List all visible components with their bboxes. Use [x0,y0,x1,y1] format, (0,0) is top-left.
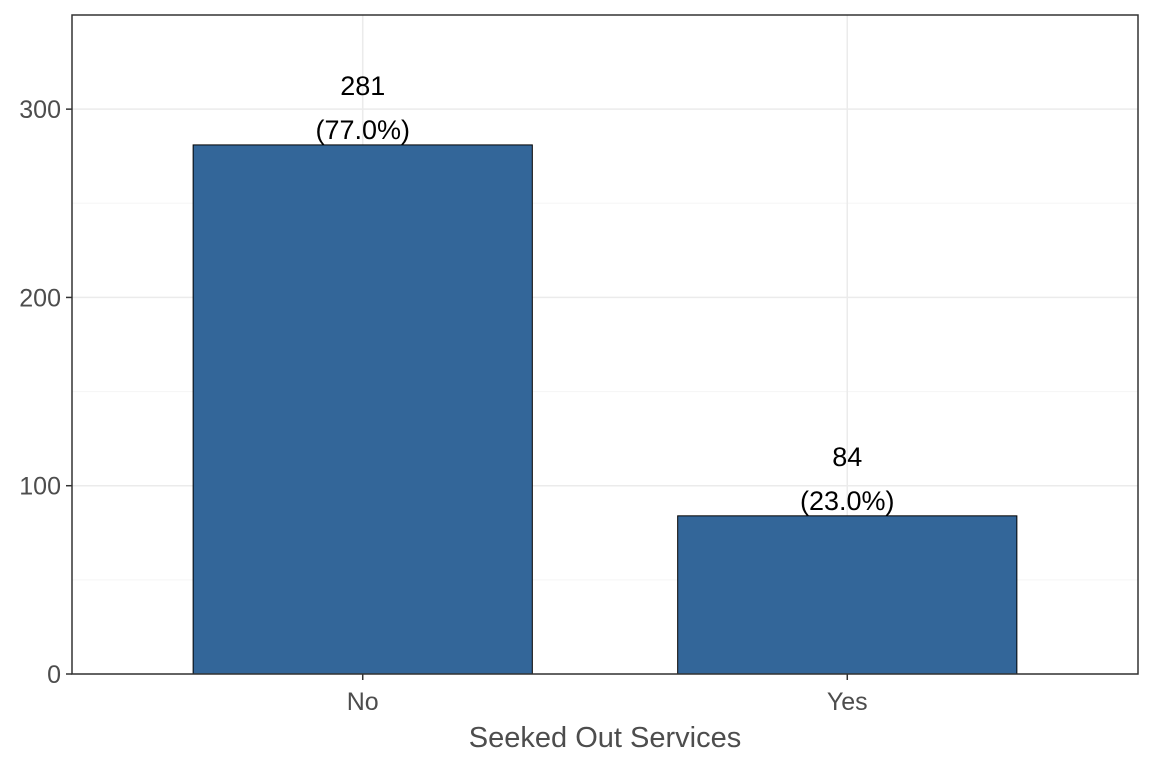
data-labels-layer: 281 (77.0%) 84 (23.0%) [315,71,894,516]
x-axis-title: Seeked Out Services [469,722,741,754]
axes-layer: 0 100 200 300 No Yes [19,14,1139,716]
bars-layer [192,144,1018,675]
x-tick-label: No [347,688,379,716]
bar-no [192,144,533,675]
y-tick-label: 300 [19,96,61,124]
x-tick-label: Yes [827,688,868,716]
data-label-percent: (77.0%) [315,115,410,145]
data-label-count: 84 [832,442,862,472]
y-tick-label: 0 [47,661,61,689]
y-tick-label: 100 [19,473,61,501]
data-label-percent: (23.0%) [800,486,895,516]
panel-border [71,14,1139,675]
y-tick-label: 200 [19,284,61,312]
bar-yes [677,515,1018,675]
data-label-count: 281 [340,71,385,101]
